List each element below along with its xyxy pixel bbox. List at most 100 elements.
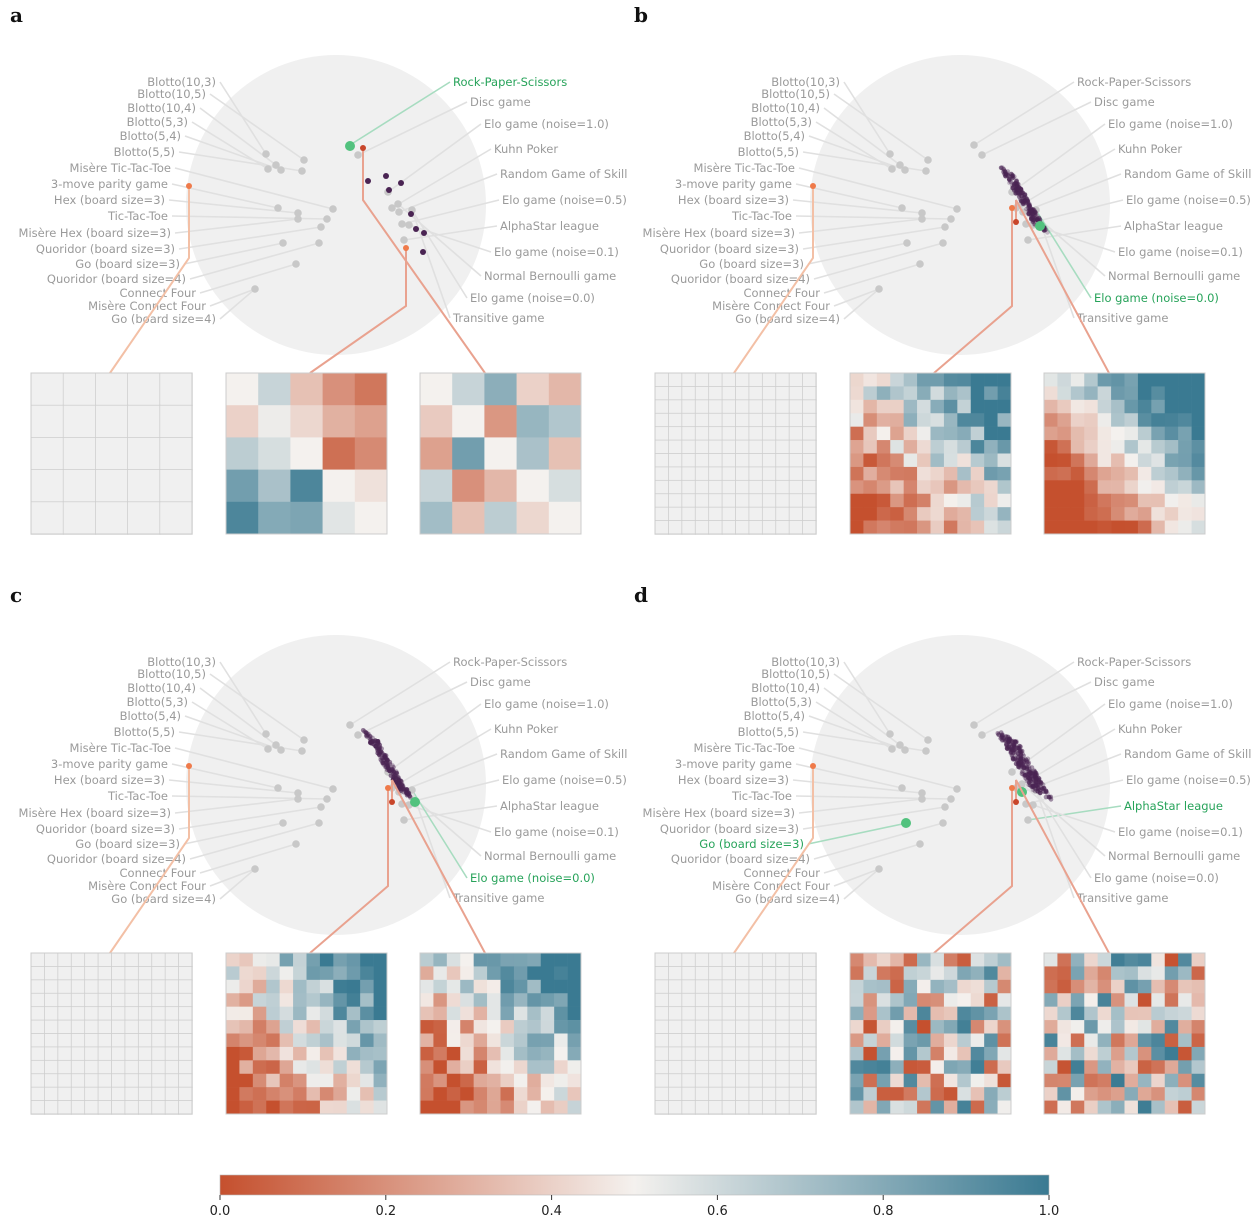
heatmap-cell xyxy=(540,1073,555,1088)
heatmap-cell xyxy=(319,1087,334,1101)
population-point xyxy=(375,748,381,754)
heatmap-cell xyxy=(1057,1073,1072,1088)
heatmap-cell xyxy=(97,1086,113,1102)
heatmap-cell xyxy=(554,1073,568,1088)
game-point xyxy=(329,205,337,213)
heatmap-cell xyxy=(57,1046,72,1062)
heatmap-cell xyxy=(360,1087,374,1101)
game-label: Kuhn Poker xyxy=(494,142,558,156)
population-point xyxy=(1014,184,1020,189)
heatmap-cell xyxy=(554,979,568,994)
colorbar-gradient xyxy=(219,1174,1050,1196)
heatmap-cell xyxy=(1151,993,1166,1007)
heatmap-cell xyxy=(957,1087,972,1101)
game-label: Quoridor (board size=4) xyxy=(671,852,810,866)
heatmap-cell xyxy=(239,979,254,994)
game-label: Connect Four xyxy=(744,866,821,880)
heatmap-cell xyxy=(1044,466,1058,481)
heatmap-cell xyxy=(903,979,918,994)
heatmap-cell xyxy=(319,979,334,994)
heatmap-cell xyxy=(446,966,461,981)
heatmap-cell xyxy=(970,466,985,481)
population-point xyxy=(1021,765,1027,770)
heatmap-cell xyxy=(527,993,542,1007)
leader-line xyxy=(981,101,1092,156)
game-label: Blotto(5,3) xyxy=(751,115,812,129)
heatmap-cell xyxy=(788,520,804,535)
heatmap-cell xyxy=(97,966,113,981)
heatmap-cell xyxy=(360,993,374,1007)
leader-line xyxy=(391,728,492,789)
heatmap-cell xyxy=(164,1059,180,1075)
heatmap-cell xyxy=(159,501,193,535)
game-point xyxy=(354,151,362,159)
heatmap-cell xyxy=(775,399,790,414)
heatmap-cell xyxy=(1084,466,1098,481)
heatmap-cell xyxy=(1044,1060,1058,1075)
heatmap-cell xyxy=(70,992,86,1008)
population-marker xyxy=(1009,205,1015,211)
heatmap-cell xyxy=(957,413,972,427)
heatmap-cell xyxy=(178,1019,193,1035)
heatmap-cell xyxy=(293,1006,307,1021)
game-point xyxy=(939,819,947,827)
heatmap-cell xyxy=(1124,1073,1139,1088)
heatmap-cell xyxy=(1178,493,1192,508)
heatmap-cell xyxy=(1178,466,1192,481)
heatmap-cell xyxy=(788,412,804,428)
game-label: Elo game (noise=0.5) xyxy=(1126,773,1251,787)
heatmap-cell xyxy=(970,373,985,387)
heatmap-cell xyxy=(930,373,945,387)
population-marker xyxy=(810,183,816,189)
heatmap-cell xyxy=(1151,1060,1166,1075)
heatmap-cell xyxy=(890,993,904,1007)
heatmap-cell xyxy=(252,966,267,981)
heatmap-cell xyxy=(293,1073,307,1088)
heatmap-cell xyxy=(681,412,696,428)
game-label: Elo game (noise=1.0) xyxy=(1108,117,1233,131)
heatmap-cell xyxy=(1178,413,1192,427)
heatmap-cell xyxy=(1178,966,1192,981)
heatmap-cell xyxy=(654,1100,670,1115)
heatmap-cell xyxy=(748,466,764,482)
heatmap-cell xyxy=(178,952,193,968)
heatmap-cell xyxy=(1070,1020,1085,1034)
heatmap-cell xyxy=(876,1087,891,1101)
leader-line xyxy=(823,843,921,874)
heatmap-cell xyxy=(70,1019,86,1035)
heatmap-cell xyxy=(775,426,790,441)
heatmap-cell xyxy=(654,1073,670,1088)
heatmap-cell xyxy=(775,506,790,522)
heatmap-cell xyxy=(548,405,582,438)
heatmap-cell xyxy=(997,953,1012,967)
heatmap-cell xyxy=(735,952,750,968)
heatmap-cell xyxy=(903,1073,918,1088)
heatmap-cell xyxy=(1178,1073,1192,1088)
heatmap-cell xyxy=(1084,507,1098,521)
population-marker xyxy=(403,245,409,251)
heatmap-cell xyxy=(239,1033,254,1048)
heatmap-cell xyxy=(903,520,918,535)
heatmap-cell xyxy=(333,1046,348,1061)
heatmap-cell xyxy=(346,1060,361,1075)
heatmap-cell xyxy=(1191,466,1206,481)
heatmap-cell xyxy=(1164,1046,1179,1061)
heatmap-cell xyxy=(137,1046,153,1062)
heatmap-cell xyxy=(775,453,790,468)
heatmap-cell xyxy=(319,1100,334,1115)
heatmap-cell xyxy=(266,979,280,994)
population-point xyxy=(368,740,374,745)
heatmap-cell xyxy=(748,979,764,994)
heatmap-cell xyxy=(164,1100,180,1115)
heatmap-cell xyxy=(1084,493,1098,508)
population-point xyxy=(1016,187,1022,192)
heatmap-cell xyxy=(930,1020,945,1034)
population-point xyxy=(1010,173,1015,178)
heatmap-cell xyxy=(44,1006,59,1021)
heatmap-cell xyxy=(30,992,46,1008)
heatmap-cell xyxy=(527,1100,542,1115)
population-point xyxy=(1011,747,1016,753)
heatmap-cell xyxy=(1070,1087,1085,1101)
heatmap-cell xyxy=(957,507,972,521)
population-point xyxy=(1047,795,1052,800)
